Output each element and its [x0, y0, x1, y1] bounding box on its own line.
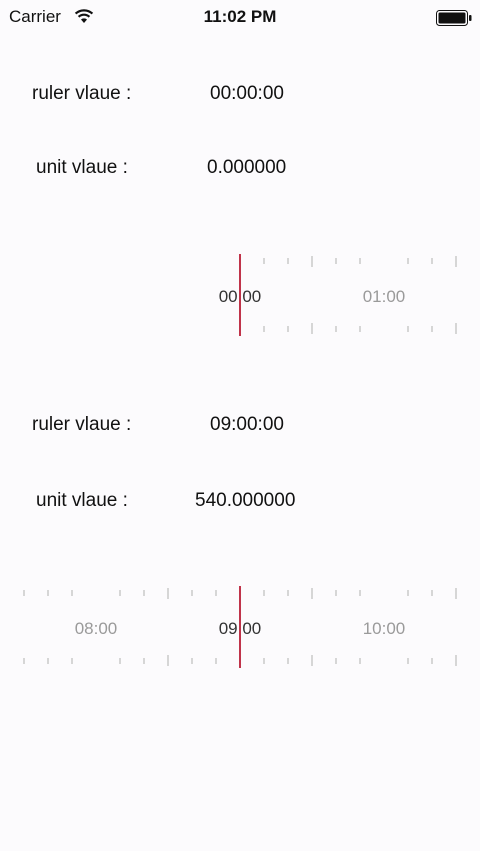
tick-label-left: 08:00 [75, 619, 118, 638]
tick-label-right: 01:00 [363, 287, 406, 306]
unit-value-readout: 0.000000 [207, 157, 287, 178]
time-ruler-top[interactable]: 00:00 01:00 [0, 254, 480, 336]
ruler-value-label: ruler vlaue : [32, 83, 132, 104]
tick-label-right: 10:00 [363, 619, 406, 638]
ruler-ticks-bottom [23, 588, 457, 666]
status-bar: Carrier 11:02 PM [0, 0, 480, 36]
ruler-value-readout: 09:00:00 [210, 414, 284, 435]
ruler-value-label: ruler vlaue : [32, 414, 132, 435]
ruler-ticks-top [263, 256, 457, 334]
time-ruler-bottom[interactable]: 08:00 09:00 10:00 [0, 586, 480, 668]
time-ruler-bottom-svg[interactable]: 08:00 09:00 10:00 [0, 586, 480, 668]
carrier-label: Carrier [9, 7, 61, 26]
unit-value-label: unit vlaue : [36, 490, 128, 511]
unit-value-readout: 540.000000 [195, 490, 296, 511]
time-ruler-top-svg[interactable]: 00:00 01:00 [0, 254, 480, 336]
unit-value-label: unit vlaue : [36, 157, 128, 178]
ruler-value-readout: 00:00:00 [210, 83, 284, 104]
battery-icon [436, 10, 472, 26]
clock: 11:02 PM [203, 7, 277, 26]
wifi-icon [74, 8, 94, 24]
